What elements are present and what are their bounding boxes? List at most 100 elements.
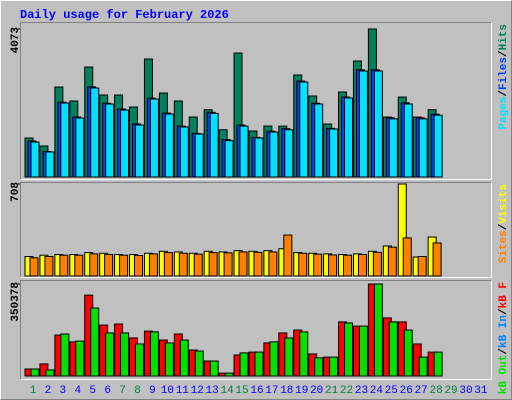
bar <box>254 351 264 377</box>
y-tick-label: 350378 <box>10 282 22 322</box>
bar <box>224 140 234 178</box>
bar <box>224 372 234 377</box>
panel-border-light <box>20 182 492 278</box>
legend-separator: / <box>498 348 510 355</box>
bar <box>45 151 55 178</box>
bar <box>284 337 294 377</box>
x-tick-label: 28 <box>430 385 443 397</box>
bar <box>397 183 407 277</box>
bar <box>253 251 263 277</box>
bar <box>314 357 324 377</box>
bar <box>358 325 368 377</box>
x-tick-label: 6 <box>104 385 111 397</box>
bar <box>418 356 428 377</box>
bar <box>357 254 367 277</box>
x-tick-label: 17 <box>265 385 278 397</box>
chart-title: Daily usage for February 2026 <box>20 8 229 22</box>
bar <box>299 331 309 377</box>
legend: kB Out/kB In/kB F <box>498 282 510 394</box>
bar <box>283 234 293 277</box>
x-tick-label: 11 <box>176 385 190 397</box>
bar <box>387 246 397 277</box>
x-tick-label: 2 <box>45 385 52 397</box>
bar <box>344 322 354 377</box>
x-tick-label: 20 <box>310 385 323 397</box>
x-tick-label: 16 <box>250 385 263 397</box>
bar <box>358 70 368 178</box>
bar <box>239 125 249 178</box>
bar <box>60 333 70 377</box>
bar <box>164 113 174 178</box>
bar <box>343 254 353 277</box>
bar <box>135 343 145 377</box>
x-tick-label: 8 <box>134 385 141 397</box>
x-tick-label: 21 <box>325 385 339 397</box>
bar <box>120 109 130 178</box>
bar <box>194 350 204 377</box>
x-tick-label: 12 <box>191 385 204 397</box>
bar <box>344 97 354 178</box>
x-tick-label: 10 <box>161 385 174 397</box>
bar <box>372 251 382 277</box>
bar <box>105 332 115 377</box>
bar <box>179 126 189 178</box>
bar <box>268 251 278 277</box>
x-tick-label: 30 <box>459 385 472 397</box>
bar <box>299 81 309 178</box>
bar <box>238 251 248 277</box>
bar <box>223 252 233 277</box>
bar <box>402 237 412 277</box>
x-tick-label: 26 <box>400 385 413 397</box>
bar <box>254 137 264 178</box>
legend-entry: Visits <box>498 184 510 224</box>
panel-border-light <box>20 22 492 180</box>
bar <box>119 254 129 277</box>
bar <box>329 128 339 178</box>
x-tick-label: 18 <box>280 385 293 397</box>
x-tick-label: 5 <box>89 385 96 397</box>
bar <box>269 341 279 377</box>
bar <box>30 141 40 178</box>
bar <box>59 254 69 277</box>
x-tick-label: 24 <box>370 385 384 397</box>
y-tick-label: 708 <box>10 182 22 202</box>
bar <box>239 352 249 377</box>
bar <box>403 103 413 178</box>
legend-entry: Sites <box>498 230 510 263</box>
bar <box>45 369 55 377</box>
bar <box>149 331 159 377</box>
bar <box>432 242 442 277</box>
legend-separator: / <box>498 308 510 315</box>
bar <box>163 252 173 277</box>
bar <box>149 98 159 178</box>
bar <box>328 254 338 277</box>
x-tick-label: 29 <box>444 385 457 397</box>
bar <box>313 253 323 277</box>
bar <box>29 257 39 277</box>
bar <box>90 307 100 377</box>
x-tick-label: 27 <box>415 385 428 397</box>
bar <box>433 351 443 377</box>
bar <box>60 102 70 178</box>
legend-separator: / <box>498 223 510 230</box>
bar <box>148 253 158 277</box>
panel-border-dark <box>20 22 492 180</box>
x-tick-label: 19 <box>295 385 308 397</box>
x-tick-label: 13 <box>206 385 219 397</box>
bar <box>90 87 100 178</box>
bar <box>298 252 308 277</box>
bar <box>104 254 114 277</box>
x-tick-label: 9 <box>149 385 156 397</box>
panel-border-dark <box>20 182 492 278</box>
bar <box>75 340 85 377</box>
legend: Pages/Files/Hits <box>498 24 510 130</box>
bar <box>417 256 427 277</box>
bar <box>433 114 443 178</box>
x-tick-label: 4 <box>74 385 81 397</box>
bar <box>269 131 279 178</box>
bar <box>209 360 219 377</box>
bar <box>193 253 203 277</box>
